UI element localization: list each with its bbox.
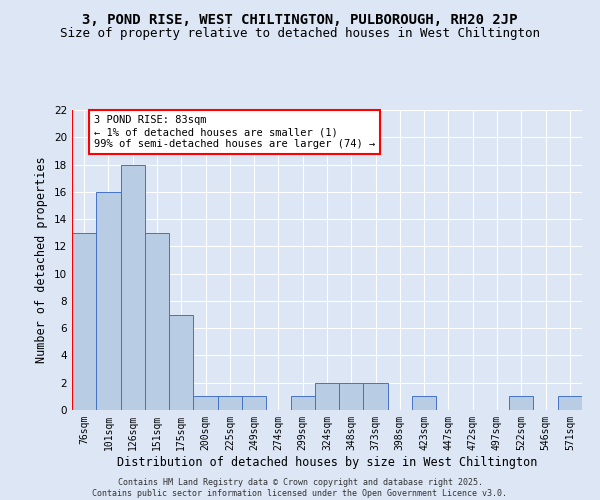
Bar [96,192,121,410]
Text: 3 POND RISE: 83sqm
← 1% of detached houses are smaller (1)
99% of semi-detached : 3 POND RISE: 83sqm ← 1% of detached hous… [94,116,375,148]
Bar [145,232,169,410]
Bar [412,396,436,410]
Y-axis label: Number of detached properties: Number of detached properties [35,156,49,364]
Bar [242,396,266,410]
Bar [218,396,242,410]
X-axis label: Distribution of detached houses by size in West Chiltington: Distribution of detached houses by size … [117,456,537,468]
Bar [364,382,388,410]
Bar [339,382,364,410]
Bar [121,164,145,410]
Text: 3, POND RISE, WEST CHILTINGTON, PULBOROUGH, RH20 2JP: 3, POND RISE, WEST CHILTINGTON, PULBOROU… [82,12,518,26]
Bar [169,314,193,410]
Bar [193,396,218,410]
Bar [509,396,533,410]
Bar [290,396,315,410]
Text: Size of property relative to detached houses in West Chiltington: Size of property relative to detached ho… [60,28,540,40]
Text: Contains HM Land Registry data © Crown copyright and database right 2025.
Contai: Contains HM Land Registry data © Crown c… [92,478,508,498]
Bar [315,382,339,410]
Bar [558,396,582,410]
Bar [72,232,96,410]
